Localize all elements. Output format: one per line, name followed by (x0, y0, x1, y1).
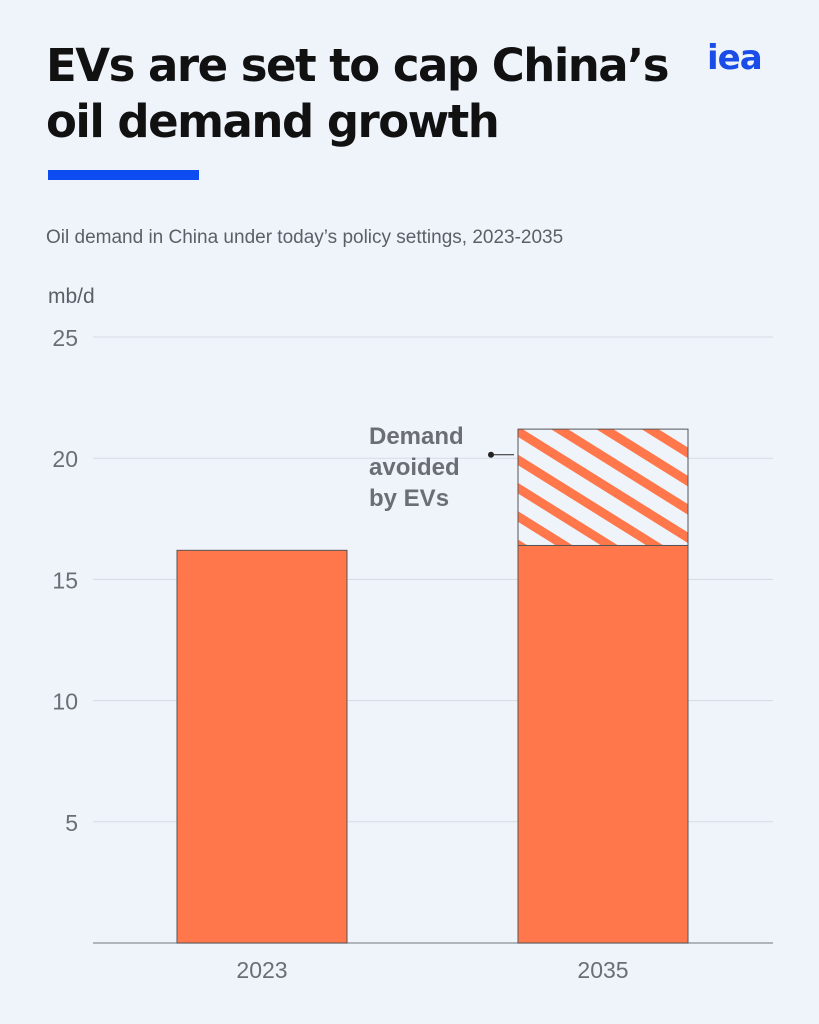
annotation-text-line: avoided (369, 454, 460, 481)
y-tick-label: 10 (52, 689, 78, 715)
y-tick-label: 25 (52, 325, 78, 351)
x-tick-label: 2023 (236, 957, 287, 983)
axis-labels: 5 10 15 20 25 mb/d 2023 2035 Demand avoided by EVs (48, 285, 629, 983)
y-tick-label: 5 (65, 810, 78, 836)
bar-2023 (176, 549, 348, 944)
y-axis-label: mb/d (48, 285, 95, 308)
chart-subtitle: Oil demand in China under today’s policy… (46, 227, 564, 248)
chart-title: EVs are set to cap China’s oil demand gr… (46, 38, 686, 150)
x-tick-label: 2035 (577, 957, 628, 983)
annotation-text-line: by EVs (369, 485, 449, 512)
y-tick-label: 20 (52, 446, 78, 472)
annotation-text-line: Demand (369, 423, 464, 450)
iea-logo: iea (707, 38, 763, 78)
title-line-1: EVs are set to cap China’s (46, 39, 670, 92)
bar-segment-avoided-2035 (517, 428, 689, 546)
title-line-2: oil demand growth (46, 95, 500, 148)
y-tick-label: 15 (52, 567, 78, 593)
bars (176, 428, 689, 944)
annotation-leader-dot (488, 451, 494, 458)
title-accent-bar (48, 170, 199, 180)
bar-2035 (517, 544, 689, 944)
